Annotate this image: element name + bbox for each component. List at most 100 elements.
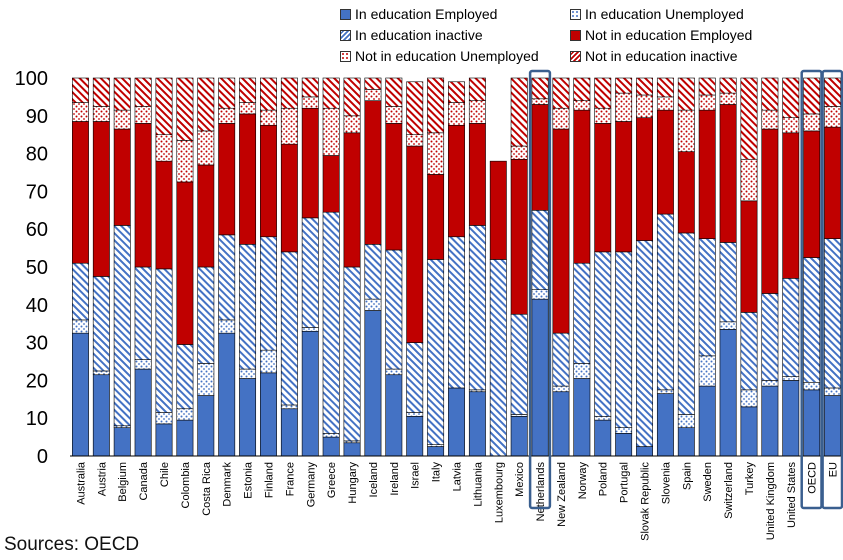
bar-segment-ie-inact bbox=[197, 266, 215, 364]
bar-segment-ie-emp bbox=[176, 419, 194, 457]
bar-segment-ne-emp bbox=[113, 128, 131, 226]
bar-segment-ne-inact bbox=[510, 77, 528, 147]
bar-segment-ie-inact bbox=[510, 313, 528, 415]
x-tick-label: Iceland bbox=[368, 462, 380, 497]
legend-item-ne-unemployed: Not in education Unemployed bbox=[340, 48, 539, 64]
bar-segment-ie-inact bbox=[803, 257, 821, 383]
bar-segment-ie-inact bbox=[134, 266, 152, 360]
bar-segment-ne-emp bbox=[531, 104, 549, 211]
swatch-ne-inactive bbox=[570, 50, 581, 62]
bar-segment-ie-unemp bbox=[552, 385, 570, 393]
bar-segment-ie-inact bbox=[552, 332, 570, 387]
bar-segment-ie-emp bbox=[698, 385, 716, 457]
bar-segment-ie-inact bbox=[260, 236, 277, 351]
bar-segment-ne-inact bbox=[134, 77, 152, 107]
x-tick-label: Germany bbox=[305, 462, 317, 508]
bar-segment-ie-unemp bbox=[698, 355, 716, 387]
bar-segment-ie-unemp bbox=[92, 370, 110, 376]
bar-segment-ne-inact bbox=[531, 77, 549, 100]
bar-segment-ie-emp bbox=[573, 378, 591, 457]
bar-segment-ie-emp bbox=[322, 436, 340, 457]
y-tick-label: 20 bbox=[26, 370, 48, 392]
bar-segment-ie-inact bbox=[636, 240, 653, 447]
bar-segment-ne-emp bbox=[72, 121, 89, 264]
bar-segment-ie-emp bbox=[510, 416, 528, 457]
bar-segment-ie-emp bbox=[740, 406, 758, 457]
x-tick-label: United States bbox=[786, 462, 798, 529]
x-tick-label: Netherlands bbox=[535, 462, 547, 522]
bar-segment-ie-inact bbox=[385, 249, 403, 370]
bar-segment-ie-inact bbox=[468, 225, 486, 391]
bar-segment-ne-emp bbox=[155, 160, 173, 270]
bar-segment-ne-inact bbox=[719, 77, 737, 94]
x-tick-label: Denmark bbox=[222, 462, 234, 507]
bar-segment-ne-inact bbox=[552, 77, 570, 109]
bar-segment-ne-unemp bbox=[615, 92, 633, 122]
bar-segment-ne-inact bbox=[197, 77, 215, 132]
bar-segment-ne-inact bbox=[698, 77, 716, 96]
source-note: Sources: OECD bbox=[4, 534, 140, 555]
bar-segment-ne-unemp bbox=[385, 106, 403, 124]
bar-segment-ie-emp bbox=[636, 446, 653, 457]
bar-segment-ie-inact bbox=[448, 236, 465, 389]
bar-segment-ie-emp bbox=[406, 416, 424, 457]
bar-segment-ie-emp bbox=[656, 393, 674, 457]
bar-segment-ie-inact bbox=[301, 217, 319, 328]
bar-segment-ie-inact bbox=[427, 259, 445, 445]
x-tick-label: Luxembourg bbox=[493, 462, 505, 523]
bar-segment-ne-unemp bbox=[260, 109, 277, 126]
x-tick-label: Slovenia bbox=[660, 461, 672, 504]
bar-segment-ne-inact bbox=[72, 77, 89, 103]
bar-segment-ne-unemp bbox=[113, 109, 131, 130]
bar-segment-ie-unemp bbox=[594, 416, 612, 421]
bar-segment-ne-unemp bbox=[698, 94, 716, 111]
bar-segment-ne-unemp bbox=[427, 132, 445, 175]
bar-segment-ne-emp bbox=[656, 109, 674, 215]
bar-segment-ie-unemp bbox=[385, 368, 403, 376]
bar-segment-ne-emp bbox=[573, 109, 591, 264]
bar-segment-ne-inact bbox=[406, 81, 424, 135]
highlight-boxes bbox=[528, 69, 843, 510]
bar-segment-ie-emp bbox=[761, 385, 779, 457]
bar-segment-ne-emp bbox=[301, 107, 319, 219]
bar-segment-ie-emp bbox=[803, 389, 821, 457]
bar-segment-ne-emp bbox=[364, 100, 382, 245]
bar-segment-ne-inact bbox=[468, 77, 486, 101]
bar-segment-ne-emp bbox=[176, 181, 194, 345]
y-tick-label: 30 bbox=[26, 333, 48, 355]
bar-segment-ne-emp bbox=[260, 124, 277, 238]
bar-segment-ie-emp bbox=[301, 330, 319, 457]
bar-segment-ie-emp bbox=[260, 372, 277, 457]
bar-segment-ne-emp bbox=[782, 132, 800, 279]
bar-segment-ne-inact bbox=[594, 77, 612, 109]
bar-segment-ne-inact bbox=[782, 77, 800, 118]
x-tick-label: OECD bbox=[807, 462, 819, 494]
bar-segment-ie-inact bbox=[343, 266, 361, 442]
bar-segment-ie-emp bbox=[448, 387, 465, 457]
bar-segment-ie-inact bbox=[406, 342, 424, 413]
bar-segment-ie-emp bbox=[197, 395, 215, 457]
bar-segment-ie-inact bbox=[218, 234, 236, 321]
bar-segment-ne-emp bbox=[824, 126, 842, 239]
bar-segment-ie-inact bbox=[364, 244, 382, 300]
bar-segment-ie-inact bbox=[113, 225, 131, 427]
bar-segment-ne-inact bbox=[427, 77, 445, 134]
bar-segment-ie-unemp bbox=[301, 327, 319, 332]
legend-label: Not in education Employed bbox=[585, 27, 753, 43]
bar-segment-ne-unemp bbox=[218, 107, 236, 124]
bar-segment-ne-emp bbox=[322, 155, 340, 213]
bar-segment-ne-inact bbox=[343, 77, 361, 117]
bar-segment-ne-unemp bbox=[510, 145, 528, 160]
y-tick-label: 10 bbox=[26, 408, 48, 430]
bar-segment-ie-unemp bbox=[615, 427, 633, 434]
bar-segment-ie-inact bbox=[155, 268, 173, 413]
bar-segment-ie-inact bbox=[92, 276, 110, 372]
bar-segment-ne-unemp bbox=[573, 100, 591, 111]
bar-segment-ie-emp bbox=[427, 446, 445, 457]
bar-segment-ne-emp bbox=[510, 158, 528, 315]
x-tick-label: EU bbox=[828, 462, 840, 477]
x-tick-label: Costa Rica bbox=[201, 461, 213, 516]
bar-segment-ne-unemp bbox=[155, 134, 173, 162]
bar-segment-ie-unemp bbox=[761, 380, 779, 387]
bar-segment-ne-emp bbox=[719, 104, 737, 243]
